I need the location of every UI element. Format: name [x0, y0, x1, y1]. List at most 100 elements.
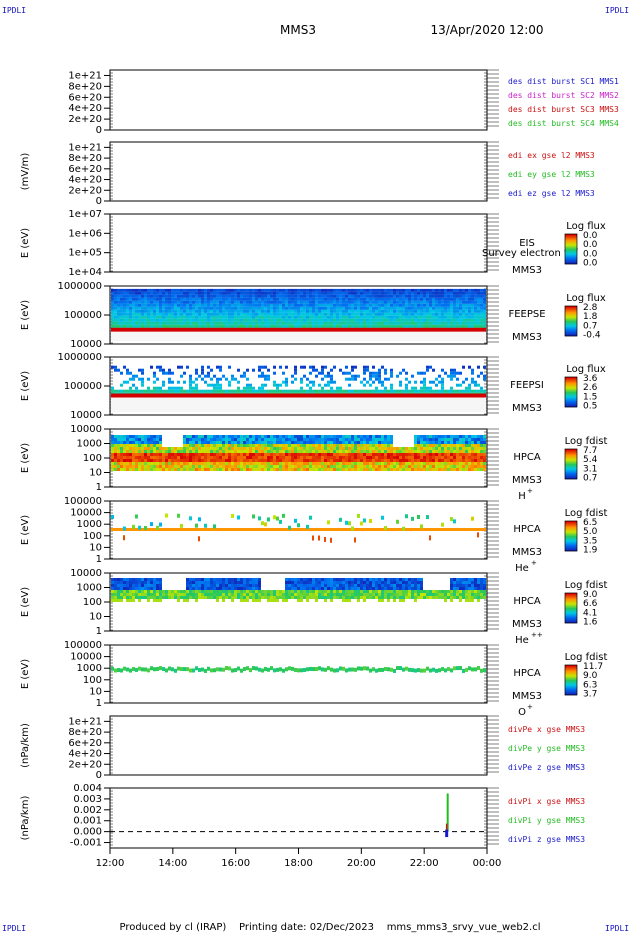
cell — [237, 593, 240, 596]
cell — [120, 581, 123, 584]
cell — [228, 462, 231, 465]
cell — [333, 456, 336, 459]
cell — [372, 306, 375, 310]
cell — [261, 441, 264, 444]
cell — [249, 303, 252, 307]
cell — [111, 593, 114, 596]
cell — [315, 374, 318, 378]
cell — [285, 587, 288, 590]
cell — [114, 462, 117, 465]
cell — [363, 324, 366, 328]
cell — [237, 324, 240, 328]
cell — [204, 456, 207, 459]
cell — [306, 462, 309, 465]
cell — [210, 581, 213, 584]
cell — [273, 318, 276, 322]
cell — [423, 528, 426, 531]
cell — [405, 291, 408, 295]
cell — [390, 383, 393, 387]
cell — [426, 450, 429, 453]
cell — [456, 468, 459, 471]
cell — [363, 518, 366, 523]
cell — [222, 318, 225, 322]
cell — [144, 438, 147, 441]
cell — [237, 459, 240, 462]
cell — [279, 288, 282, 292]
cell — [354, 438, 357, 441]
cell — [162, 371, 165, 375]
cell — [357, 288, 360, 292]
cell — [333, 300, 336, 304]
cell — [135, 318, 138, 322]
cell — [255, 593, 258, 596]
cell — [405, 312, 408, 316]
cell — [288, 462, 291, 465]
y-tick-label: 2e+20 — [68, 114, 102, 125]
cell — [126, 371, 129, 375]
cell — [474, 312, 477, 316]
cell — [228, 465, 231, 468]
cell — [459, 294, 462, 298]
cell — [348, 315, 351, 319]
cell — [198, 578, 201, 581]
cell — [258, 306, 261, 310]
cell — [432, 297, 435, 301]
cell — [351, 291, 354, 295]
cell — [225, 587, 228, 590]
cell — [390, 453, 393, 456]
cell — [210, 303, 213, 307]
cell — [324, 309, 327, 313]
cell — [273, 380, 276, 384]
cell — [324, 459, 327, 462]
cell — [384, 288, 387, 292]
cell — [360, 309, 363, 313]
cell — [198, 453, 201, 456]
cell — [234, 450, 237, 453]
cell — [165, 453, 168, 456]
cell — [147, 321, 150, 325]
cell — [318, 441, 321, 444]
cell — [309, 528, 312, 531]
cell — [213, 438, 216, 441]
cell — [207, 468, 210, 471]
cell — [231, 291, 234, 295]
colorbar-step — [565, 254, 577, 256]
cell — [135, 453, 138, 456]
cell — [123, 438, 126, 441]
cell — [129, 444, 132, 447]
cell — [330, 435, 333, 438]
cell — [366, 309, 369, 313]
cell — [414, 438, 417, 441]
cell — [216, 581, 219, 584]
cell — [285, 584, 288, 587]
cell — [291, 288, 294, 292]
cell — [120, 456, 123, 459]
cell — [270, 438, 273, 441]
cell — [234, 377, 237, 381]
cell — [198, 297, 201, 301]
cell — [279, 312, 282, 316]
cell — [201, 288, 204, 292]
cell — [270, 453, 273, 456]
cell — [411, 456, 414, 459]
cell — [399, 315, 402, 319]
colorbar-step — [565, 543, 577, 545]
cell — [465, 321, 468, 325]
cell — [234, 297, 237, 301]
cell — [192, 291, 195, 295]
cell — [135, 584, 138, 587]
cell — [315, 447, 318, 450]
cell — [459, 306, 462, 310]
cell — [252, 444, 255, 447]
cell — [267, 435, 270, 438]
cell — [129, 389, 132, 393]
cell — [360, 450, 363, 453]
y-tick-label: 10 — [89, 542, 102, 553]
cell — [201, 441, 204, 444]
cell — [342, 324, 345, 328]
cell — [267, 288, 270, 292]
cell — [111, 297, 114, 301]
cell — [219, 368, 222, 372]
cell — [270, 306, 273, 310]
cell — [267, 377, 270, 381]
